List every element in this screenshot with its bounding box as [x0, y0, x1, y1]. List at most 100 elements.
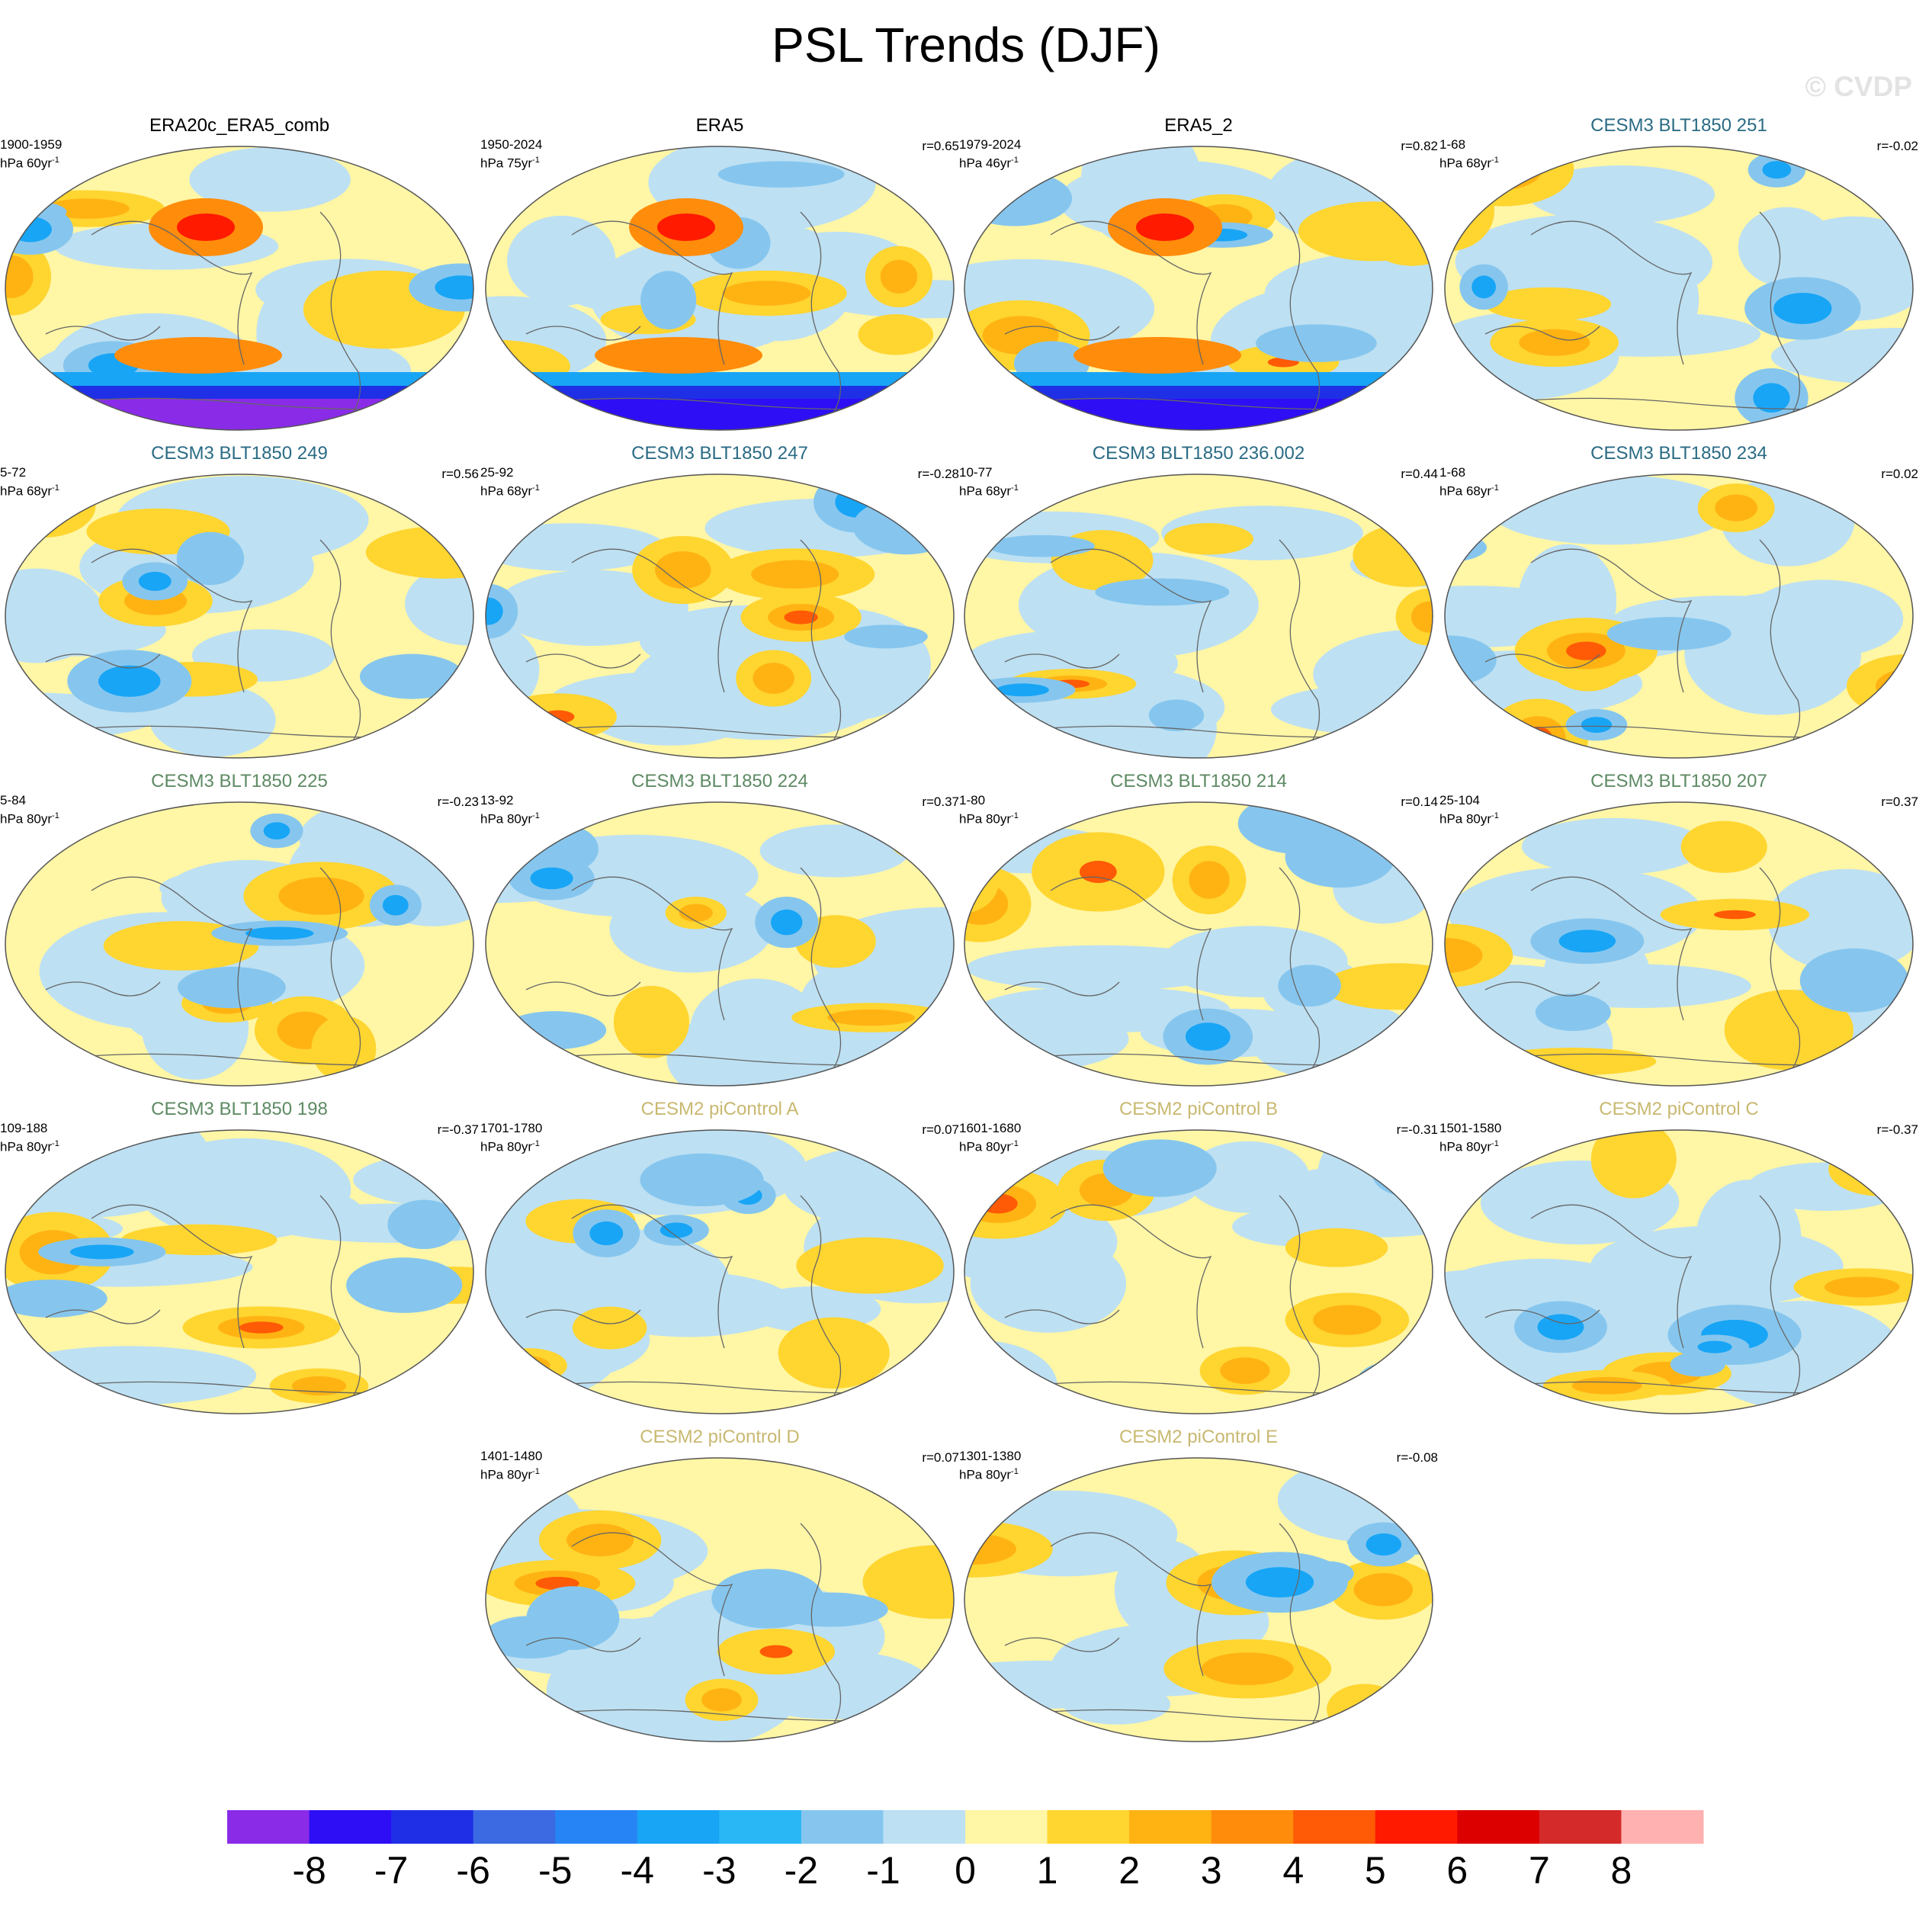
- map-panel: ERA20c_ERA5_comb 1900-1959 hPa 60yr-1: [0, 114, 479, 435]
- trend-unit-exponent: -1: [1011, 1467, 1019, 1476]
- trend-unit-exponent: -1: [532, 1139, 540, 1148]
- colorbar-tick-label: -5: [538, 1849, 572, 1892]
- pattern-correlation: r=-0.02: [1876, 139, 1918, 153]
- panel-title: ERA5_2: [1164, 115, 1233, 136]
- trend-unit-text: hPa 80yr: [480, 1139, 533, 1154]
- year-range: 13-92: [480, 793, 514, 807]
- trend-unit: hPa 80yr-1: [480, 1136, 540, 1155]
- year-range: 109-188: [0, 1121, 48, 1135]
- year-range: 5-84: [0, 793, 27, 807]
- trend-map: [485, 1457, 955, 1742]
- trend-unit: hPa 68yr-1: [0, 480, 59, 499]
- trend-map: [5, 1129, 474, 1414]
- map-panel: CESM3 BLT1850 225 5-84 hPa 80yr-1 r=-0.23: [0, 770, 479, 1090]
- colorbar-tick-label: -4: [621, 1849, 654, 1892]
- colorbar-bin: [1129, 1810, 1212, 1844]
- trend-unit-exponent: -1: [532, 1467, 540, 1476]
- year-range: 1900-1959: [0, 137, 63, 152]
- map-panel: CESM3 BLT1850 214 1-80 hPa 80yr-1 r=0.14: [959, 770, 1438, 1090]
- trend-unit-exponent: -1: [52, 811, 59, 820]
- colorbar-bin: [1621, 1810, 1704, 1844]
- trend-unit-text: hPa 68yr: [480, 483, 533, 499]
- trend-unit-exponent: -1: [532, 483, 540, 493]
- map-panel: CESM3 BLT1850 251 1-68 hPa 68yr-1 r=-0.02: [1439, 114, 1918, 435]
- year-range: 1701-1780: [480, 1121, 543, 1135]
- colorbar-bin: [965, 1810, 1048, 1844]
- colorbar-tick-label: -8: [292, 1849, 326, 1892]
- trend-unit-exponent: -1: [52, 156, 59, 165]
- year-range: 1301-1380: [959, 1449, 1022, 1463]
- colorbar-tick-label: -7: [374, 1849, 408, 1892]
- trend-unit-exponent: -1: [532, 811, 540, 820]
- year-range: 1501-1580: [1439, 1121, 1502, 1135]
- map-panel: CESM2 piControl B 1601-1680 hPa 80yr-1 r=-0…: [959, 1098, 1438, 1418]
- panel-title: CESM3 BLT1850 234: [1590, 443, 1767, 464]
- colorbar-bin: [1293, 1810, 1376, 1844]
- trend-map: [5, 146, 474, 431]
- pattern-correlation: r=-0.37: [1876, 1122, 1918, 1137]
- trend-unit-text: hPa 80yr: [1439, 811, 1492, 827]
- year-range: 1-80: [959, 793, 986, 807]
- colorbar-bin: [801, 1810, 884, 1844]
- pattern-correlation: r=-0.08: [1396, 1450, 1438, 1465]
- trend-unit: hPa 80yr-1: [480, 808, 540, 827]
- colorbar-tick-label: 5: [1365, 1849, 1386, 1892]
- pattern-correlation: r=0.07: [922, 1122, 959, 1137]
- panel-title: CESM2 piControl B: [1118, 1099, 1279, 1119]
- trend-unit: hPa 80yr-1: [480, 1464, 540, 1483]
- panel-title: CESM3 BLT1850 247: [631, 443, 808, 464]
- colorbar-tick-label: -6: [456, 1849, 489, 1892]
- colorbar-tick-label: -1: [866, 1849, 900, 1892]
- trend-unit: hPa 60yr-1: [0, 152, 59, 172]
- year-range: 25-92: [480, 465, 514, 480]
- map-panel: ERA5_2 1979-2024 hPa 46yr-1 r=0.82: [959, 114, 1438, 435]
- trend-unit-exponent: -1: [52, 1139, 59, 1148]
- trend-map: [964, 146, 1433, 431]
- trend-map: [485, 474, 955, 759]
- trend-unit-text: hPa 60yr: [0, 156, 53, 171]
- year-range: 25-104: [1439, 793, 1480, 807]
- figure-title: PSL Trends (DJF): [772, 18, 1160, 72]
- year-range: 1-68: [1439, 465, 1466, 480]
- colorbar-bin: [1211, 1810, 1294, 1844]
- year-range: 1601-1680: [959, 1121, 1022, 1135]
- colorbar-bin: [227, 1810, 310, 1844]
- colorbar-tick-label: 1: [1037, 1849, 1058, 1892]
- trend-unit-text: hPa 46yr: [959, 156, 1012, 171]
- colorbar-bin: [1047, 1810, 1130, 1844]
- trend-map: [5, 474, 474, 759]
- pattern-correlation: r=0.37: [1881, 795, 1918, 809]
- colorbar-tick-label: 4: [1282, 1849, 1304, 1892]
- year-range: 1950-2024: [480, 137, 543, 152]
- map-panel: CESM3 BLT1850 198 109-188 hPa 80yr-1 r=-0.3…: [0, 1098, 479, 1418]
- trend-unit: hPa 68yr-1: [480, 480, 540, 499]
- year-range: 5-72: [0, 465, 27, 480]
- trend-unit: hPa 68yr-1: [1439, 480, 1499, 499]
- map-panel: ERA5 1950-2024 hPa 75yr-1 r=0.65: [480, 114, 959, 435]
- pattern-correlation: r=-0.28: [917, 467, 959, 481]
- map-panel: CESM2 piControl E 1301-1380 hPa 80yr-1 r=-0…: [959, 1426, 1438, 1746]
- pattern-correlation: r=0.14: [1401, 795, 1438, 809]
- colorbar-bin: [555, 1810, 638, 1844]
- colorbar-bin: [1539, 1810, 1622, 1844]
- trend-map: [485, 146, 955, 431]
- trend-unit: hPa 80yr-1: [0, 1136, 59, 1155]
- colorbar-bin: [1457, 1810, 1540, 1844]
- trend-unit: hPa 80yr-1: [959, 1136, 1019, 1155]
- trend-unit-text: hPa 80yr: [959, 811, 1012, 827]
- trend-map: [1444, 801, 1914, 1087]
- trend-map: [964, 1457, 1433, 1742]
- panel-title: CESM2 piControl C: [1599, 1099, 1759, 1119]
- colorbar-tick-label: 0: [955, 1849, 976, 1892]
- map-panel: CESM2 piControl A 1701-1780 hPa 80yr-1 r=0.…: [480, 1098, 959, 1418]
- trend-unit-text: hPa 80yr: [959, 1467, 1012, 1482]
- map-panel: CESM3 BLT1850 234 1-68 hPa 68yr-1 r=0.02: [1439, 442, 1918, 762]
- pattern-correlation: r=0.02: [1881, 467, 1918, 481]
- trend-unit-exponent: -1: [1491, 156, 1499, 165]
- colorbar-tick-label: 2: [1118, 1849, 1140, 1892]
- trend-map: [485, 801, 955, 1087]
- trend-map: [1444, 146, 1914, 431]
- trend-unit-exponent: -1: [1011, 811, 1019, 820]
- trend-unit-exponent: -1: [1491, 1139, 1499, 1148]
